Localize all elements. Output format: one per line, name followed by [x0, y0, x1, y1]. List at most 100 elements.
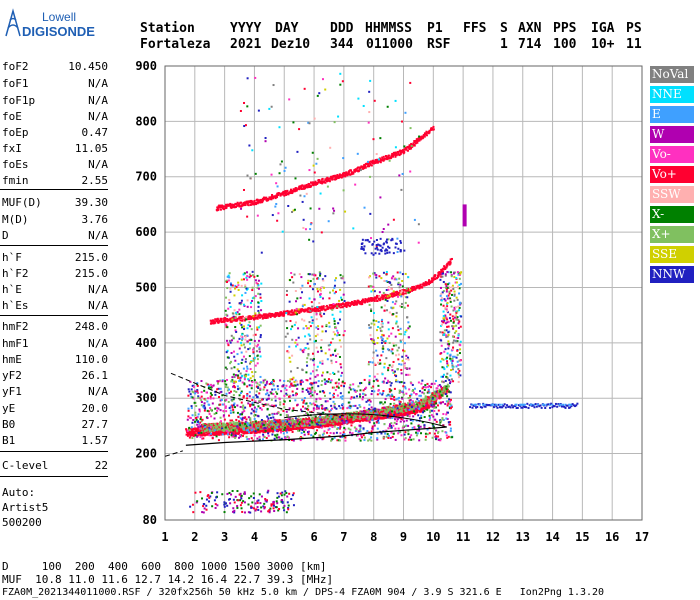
- echo-point: [267, 427, 270, 430]
- echo-point: [373, 390, 376, 393]
- echo-point: [317, 416, 320, 419]
- echo-point: [260, 315, 263, 318]
- echo-point: [218, 423, 221, 426]
- echo-point: [264, 403, 267, 406]
- echo-point: [356, 411, 359, 414]
- echo-point: [239, 319, 242, 322]
- echo-point: [385, 406, 388, 409]
- echo-point: [294, 188, 297, 191]
- param-row: hmE 110.0: [2, 353, 108, 369]
- param-row: hmF1 N/A: [2, 337, 108, 353]
- echo-point: [281, 191, 284, 194]
- echo-point: [267, 198, 270, 201]
- echo-point: [257, 423, 260, 426]
- echo-point: [330, 177, 333, 180]
- echo-point: [282, 410, 285, 413]
- echo-point: [437, 390, 440, 393]
- echo-point: [266, 315, 269, 318]
- echo-point: [268, 312, 271, 315]
- echo-point: [215, 428, 218, 431]
- echo-point: [278, 192, 281, 195]
- echo-point: [306, 186, 309, 189]
- echo-point: [336, 176, 339, 179]
- x-tick-label: 7: [340, 530, 347, 544]
- echo-point: [269, 391, 272, 394]
- echo-point: [213, 426, 216, 429]
- x-tick-label: 2: [191, 530, 198, 544]
- echo-point: [345, 171, 348, 174]
- echo-point: [330, 415, 333, 418]
- echo-point: [367, 161, 370, 164]
- echo-point: [382, 155, 385, 158]
- echo-point: [330, 420, 333, 423]
- echo-point: [424, 132, 427, 135]
- param-row: h`F2 215.0: [2, 267, 108, 283]
- echo-point: [446, 264, 449, 267]
- echo-point: [216, 431, 219, 434]
- echo-point: [298, 425, 301, 428]
- echo-point: [381, 157, 384, 160]
- echo-point: [321, 380, 324, 383]
- echo-point: [366, 429, 369, 432]
- echo-point: [270, 419, 273, 422]
- echo-point: [254, 421, 257, 424]
- echo-point: [366, 162, 369, 165]
- echo-point: [250, 201, 253, 204]
- echo-point: [364, 394, 367, 397]
- echo-point: [361, 414, 364, 417]
- echo-point: [316, 307, 319, 310]
- echo-point: [189, 432, 192, 435]
- echo-point: [264, 431, 267, 434]
- echo-point: [380, 158, 383, 161]
- echo-point: [420, 398, 423, 401]
- echo-point: [411, 408, 414, 411]
- echo-point: [390, 156, 393, 159]
- echo-point: [241, 316, 244, 319]
- echo-point: [303, 309, 306, 312]
- echo-point: [278, 428, 281, 431]
- echo-point: [420, 416, 423, 419]
- echo-point: [345, 301, 348, 304]
- echo-point: [320, 308, 323, 311]
- echo-point: [411, 383, 414, 386]
- echo-point: [243, 425, 246, 428]
- echo-point: [268, 430, 271, 433]
- echo-point: [361, 417, 364, 420]
- echo-point: [253, 318, 256, 321]
- echo-point: [390, 294, 393, 297]
- echo-point: [401, 426, 404, 429]
- echo-point: [336, 306, 339, 309]
- echo-point: [318, 309, 321, 312]
- echo-point: [221, 320, 224, 323]
- echo-point: [209, 430, 212, 433]
- echo-point: [243, 319, 246, 322]
- echo-point: [230, 203, 233, 206]
- echo-point: [282, 314, 285, 317]
- echo-point: [202, 428, 205, 431]
- echo-point: [425, 398, 428, 401]
- echo-point: [403, 409, 406, 412]
- echo-point: [342, 417, 345, 420]
- echo-point: [408, 148, 411, 151]
- echo-point: [250, 317, 253, 320]
- echo-point: [370, 160, 373, 163]
- echo-point: [194, 427, 197, 430]
- echo-point: [286, 418, 289, 421]
- echo-point: [366, 165, 369, 168]
- echo-point: [370, 393, 373, 396]
- echo-point: [328, 177, 331, 180]
- echo-point: [301, 308, 304, 311]
- x-tick-label: 3: [221, 530, 228, 544]
- echo-point: [313, 181, 316, 184]
- param-value: N/A: [88, 283, 108, 296]
- echo-point: [362, 299, 365, 302]
- echo-point: [319, 181, 322, 184]
- echo-point: [313, 421, 316, 424]
- x-tick-label: 17: [635, 530, 649, 544]
- echo-point: [226, 317, 229, 320]
- echo-point: [272, 378, 275, 381]
- echo-point: [228, 203, 231, 206]
- y-tick-label: 400: [135, 336, 157, 350]
- echo-point: [428, 406, 431, 409]
- echo-point: [288, 422, 291, 425]
